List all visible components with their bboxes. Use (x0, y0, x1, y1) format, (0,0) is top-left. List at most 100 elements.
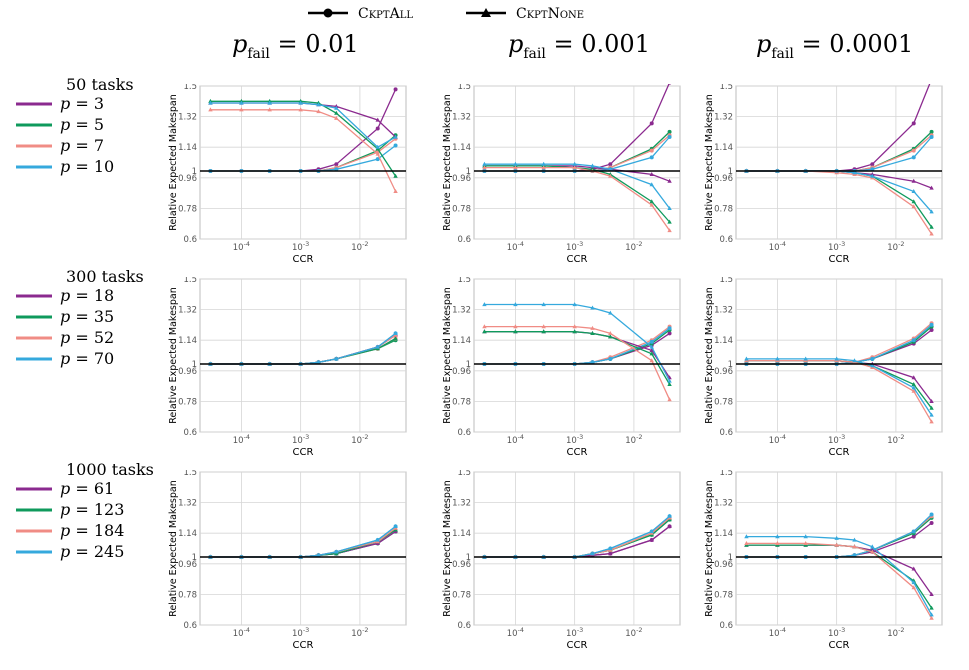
column-title-0: pfail = 0.01 (232, 30, 359, 62)
series-point-ckptall (911, 529, 916, 534)
series-line-ckptnone (746, 542, 933, 619)
chart-1000-tasks-pfail-0.001: 0.6 0.78 0.961 1.14 1.32 1.5 10-4 10-3 10-2 CCR Re… (442, 470, 681, 651)
series-point-ckptnone (298, 100, 303, 105)
row-legend-label: p = 123 (60, 500, 124, 519)
y-tick-label: 1.5 (457, 84, 471, 92)
x-tick-label: 10-3 (566, 433, 583, 446)
series-point-ckptnone (375, 344, 380, 349)
y-tick-label: 1.5 (183, 277, 197, 285)
x-tick-label: 10-2 (887, 240, 904, 253)
series-point-ckptnone (649, 344, 654, 349)
series-point-ckptnone (870, 544, 875, 549)
series-point-ckptnone (834, 356, 839, 361)
series-point-ckptall (911, 148, 916, 153)
series-point-ckptnone (608, 546, 613, 551)
series-line-ckptnone (484, 165, 671, 223)
series-line-ckptnone (746, 359, 933, 423)
series-point-ckptnone (608, 166, 613, 171)
series-point-ckptall (929, 521, 934, 525)
x-tick-label: 10-2 (625, 626, 642, 639)
series-point-ckptnone (775, 534, 780, 539)
legend-ckptnone: CkptNone (466, 6, 584, 22)
series-point-ckptnone (929, 592, 934, 596)
series-point-ckptnone (482, 161, 487, 166)
x-axis-label: CCR (293, 447, 314, 458)
plot-frame (199, 278, 407, 433)
series-point-ckptnone (393, 189, 398, 193)
series-point-ckptnone (744, 541, 749, 545)
series-point-ckptnone (649, 172, 654, 176)
series-point-ckptall (393, 87, 398, 92)
plot-frame (735, 85, 943, 240)
legend-ckptall-marker (323, 8, 333, 18)
y-tick-label: 0.78 (714, 590, 733, 600)
y-tick-label: 0.6 (183, 428, 197, 438)
series-point-ckptnone (208, 100, 213, 105)
y-tick-label: 0.96 (714, 174, 733, 184)
y-tick-label: 1.5 (457, 470, 471, 478)
y-tick-label: 1 (192, 553, 197, 563)
x-tick-label: 10-2 (887, 433, 904, 446)
series-point-ckptnone (911, 385, 916, 390)
series-point-ckptnone (572, 302, 577, 307)
series-point-ckptnone (929, 224, 934, 229)
y-tick-label: 0.6 (183, 621, 197, 631)
series-point-ckptnone (667, 382, 672, 386)
chart-300-tasks-pfail-0.0001: 0.6 0.78 0.961 1.14 1.32 1.5 10-4 10-3 10-2 CCR Re… (704, 277, 943, 458)
x-tick-label: 10-3 (566, 626, 583, 639)
x-tick-label: 10-3 (828, 240, 845, 253)
chart-300-tasks-pfail-0.001: 0.6 0.78 0.961 1.14 1.32 1.5 10-4 10-3 10-2 CCR Re… (442, 277, 681, 458)
series-point-ckptnone (608, 310, 613, 315)
y-tick-label: 1.14 (178, 529, 197, 539)
y-tick-label: 1.14 (452, 529, 471, 539)
series-line-ckptnone (484, 163, 671, 209)
series-point-ckptnone (929, 209, 934, 214)
x-tick-label: 10-4 (769, 433, 786, 446)
equals-sign: = (553, 30, 574, 58)
series-point-ckptnone (375, 117, 380, 122)
series-point-ckptnone (239, 100, 244, 105)
series-point-ckptnone (929, 612, 934, 617)
row-legend-label: p = 7 (60, 136, 104, 155)
plot-frame (473, 471, 681, 626)
series-point-ckptnone (375, 151, 380, 156)
series-point-ckptnone (649, 351, 654, 356)
y-tick-label: 1.32 (714, 113, 733, 123)
x-tick-label: 10-2 (887, 626, 904, 639)
series-point-ckptnone (608, 334, 613, 339)
y-axis-label: Relative Expected Makespan (704, 287, 715, 424)
y-tick-label: 0.6 (457, 428, 471, 438)
chart-50-tasks-pfail-0.01: 0.6 0.78 0.961 1.14 1.32 1.5 10-4 10-3 10-2 CCR Re… (168, 84, 407, 265)
series-point-ckptall (667, 129, 672, 134)
x-tick-label: 10-4 (233, 626, 250, 639)
y-tick-label: 0.78 (178, 204, 197, 214)
series-point-ckptall (852, 553, 857, 558)
y-tick-label: 1 (192, 167, 197, 177)
series-point-ckptnone (803, 541, 808, 545)
row-legend-label: p = 184 (60, 521, 124, 540)
series-point-ckptall (929, 328, 934, 332)
series-point-ckptnone (208, 107, 213, 112)
y-axis-label: Relative Expected Makespan (442, 287, 453, 424)
y-tick-label: 0.96 (178, 367, 197, 377)
y-tick-label: 0.6 (719, 621, 733, 631)
y-tick-label: 0.96 (452, 560, 471, 570)
series-point-ckptnone (649, 358, 654, 363)
plot-frame (199, 85, 407, 240)
x-tick-label: 10-3 (828, 433, 845, 446)
series-point-ckptnone (375, 144, 380, 149)
series-point-ckptnone (513, 324, 518, 329)
series-point-ckptnone (649, 182, 654, 187)
y-tick-label: 1.14 (452, 336, 471, 346)
legend-ckptall-label: CkptAll (358, 6, 413, 22)
series-point-ckptnone (870, 549, 875, 554)
series-point-ckptnone (911, 388, 916, 393)
series-point-ckptnone (667, 397, 672, 402)
y-tick-label: 1.14 (714, 529, 733, 539)
series-point-ckptnone (513, 302, 518, 307)
row-legend-label: p = 5 (60, 115, 104, 134)
series-point-ckptnone (590, 325, 595, 330)
y-tick-label: 1 (466, 167, 471, 177)
